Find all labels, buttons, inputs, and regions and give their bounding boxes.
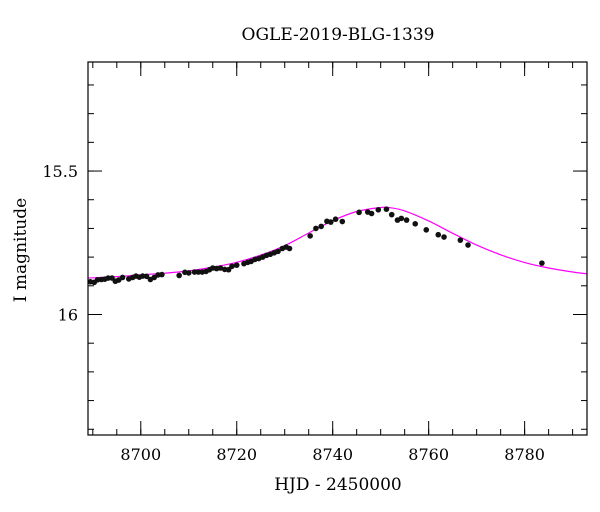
x-tick-label: 8780 (504, 445, 545, 464)
data-point (327, 219, 334, 225)
data-point (412, 221, 419, 227)
data-point (441, 234, 447, 240)
y-axis-label: I magnitude (11, 198, 31, 302)
data-point (119, 274, 126, 281)
data-point (176, 272, 182, 279)
data-point (229, 263, 235, 270)
data-point (356, 209, 362, 216)
data-point (383, 206, 390, 212)
data-point (233, 262, 240, 268)
y-tick-label: 16 (58, 305, 78, 324)
data-point (313, 225, 319, 232)
data-point (195, 269, 202, 275)
y-tick-label: 15.5 (42, 162, 78, 181)
data-point (423, 227, 430, 233)
chart-title: OGLE-2019-BLG-1339 (242, 25, 435, 45)
data-point (398, 215, 405, 222)
data-point (217, 265, 224, 271)
x-tick-label: 8720 (216, 445, 257, 464)
axis-tick-labels: 8700 8720 8740 8760 8780 15.5 16 (42, 162, 545, 464)
data-point (225, 266, 232, 273)
data-point (318, 223, 324, 230)
data-point (368, 210, 375, 217)
x-axis-label: HJD - 2450000 (274, 475, 402, 495)
data-point (275, 248, 281, 255)
data-point (307, 233, 313, 239)
data-point (403, 217, 410, 223)
x-tick-label: 8760 (408, 445, 449, 464)
plot-area (87, 206, 588, 286)
data-point (457, 237, 464, 243)
axis-ticks (88, 62, 587, 435)
data-point (332, 216, 339, 223)
data-point (435, 231, 442, 238)
x-tick-label: 8740 (312, 445, 353, 464)
data-points (87, 206, 545, 286)
plot-frame (87, 61, 588, 436)
data-point (539, 260, 545, 266)
x-tick-label: 8700 (120, 445, 161, 464)
data-point (105, 275, 111, 281)
data-point (388, 211, 395, 218)
data-point (375, 206, 382, 213)
data-point (143, 273, 150, 280)
data-point (339, 218, 346, 225)
data-point (159, 271, 165, 278)
data-point (465, 242, 471, 248)
data-point (286, 245, 293, 252)
data-point (185, 270, 192, 276)
data-point (191, 269, 198, 275)
